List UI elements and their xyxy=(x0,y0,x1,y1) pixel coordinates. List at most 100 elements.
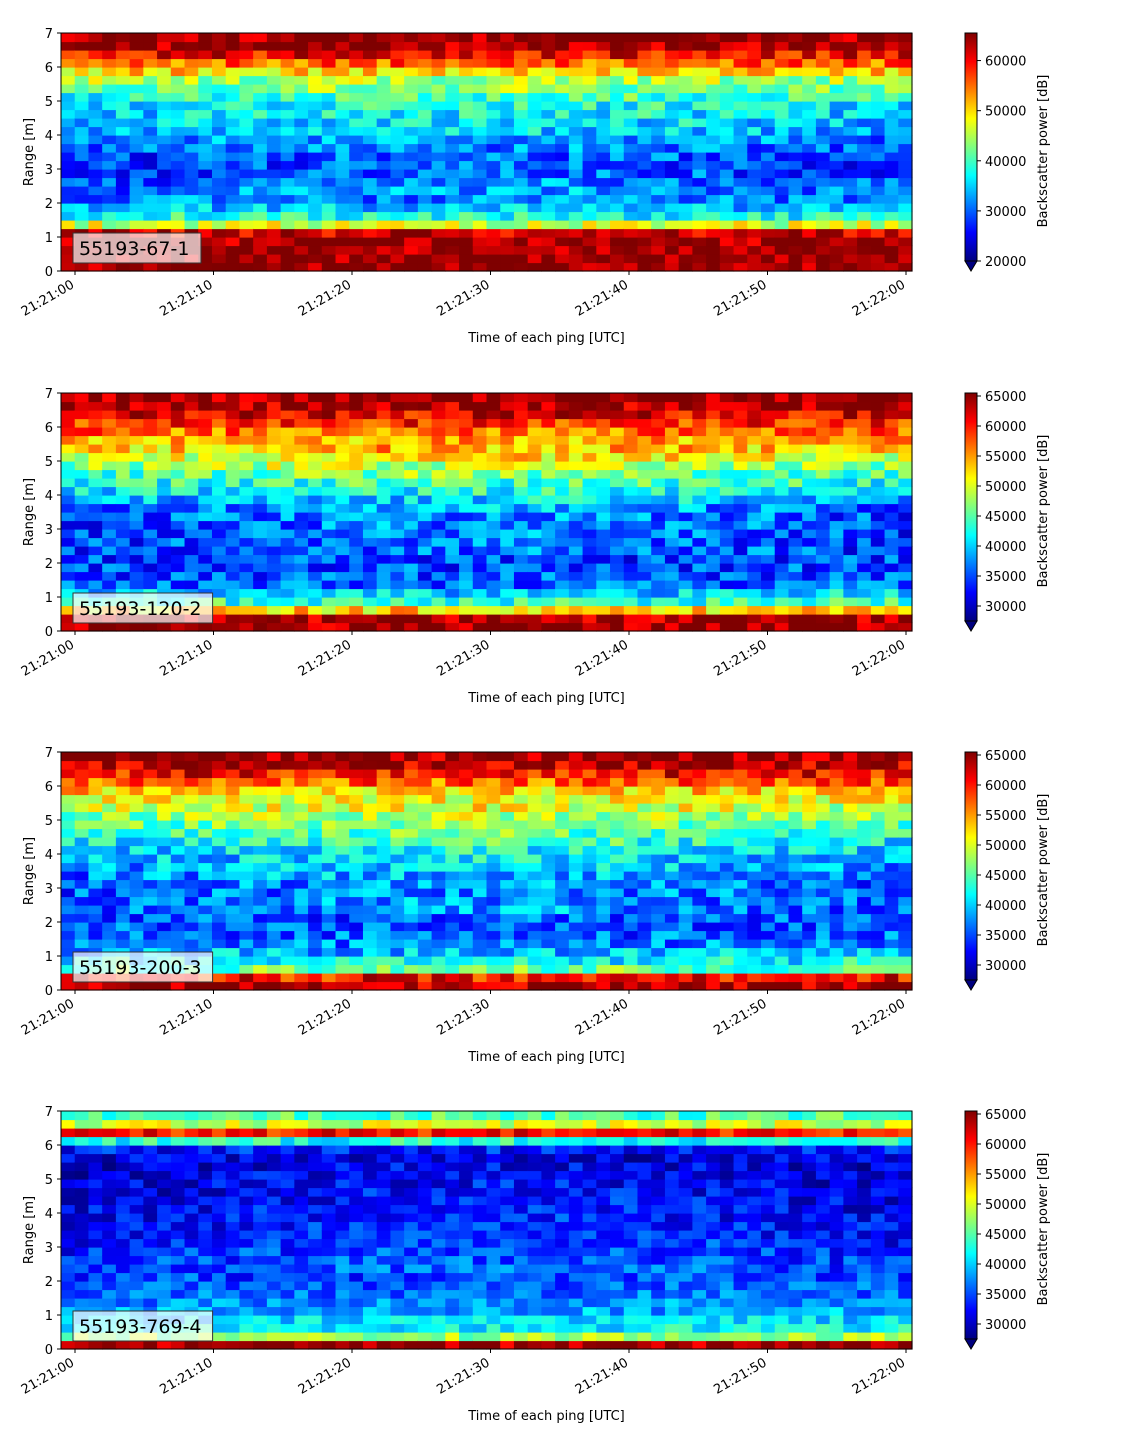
heatmap-cell xyxy=(678,811,693,821)
heatmap-cell xyxy=(500,786,515,796)
heatmap-cell xyxy=(610,828,625,838)
heatmap-cell xyxy=(568,126,584,136)
heatmap-cell xyxy=(692,879,707,889)
heatmap-cell xyxy=(253,922,268,932)
heatmap-cell xyxy=(747,837,762,847)
colorbar-tick-label: 45000 xyxy=(985,510,1026,525)
heatmap-cell xyxy=(774,58,790,68)
heatmap-cell xyxy=(280,854,295,864)
heatmap-cell xyxy=(774,92,790,102)
heatmap-cell xyxy=(280,862,295,872)
heatmap-cell xyxy=(362,820,378,830)
heatmap-cell xyxy=(266,67,282,77)
heatmap-cell xyxy=(184,41,199,51)
heatmap-cell xyxy=(829,203,844,213)
heatmap-cell xyxy=(376,862,392,872)
heatmap-cell xyxy=(129,845,144,855)
heatmap-cell xyxy=(143,888,158,898)
heatmap-cell xyxy=(678,444,693,454)
heatmap-cell xyxy=(74,203,90,213)
heatmap-cell xyxy=(829,614,844,624)
heatmap-cell xyxy=(596,580,611,590)
heatmap-cell xyxy=(664,245,680,255)
heatmap-cell xyxy=(651,947,666,957)
heatmap-cell xyxy=(390,410,405,420)
heatmap-cell xyxy=(362,939,378,949)
heatmap-cell xyxy=(568,777,584,787)
heatmap-cell xyxy=(225,939,241,949)
heatmap-cell xyxy=(706,245,721,255)
heatmap-cell xyxy=(335,469,350,479)
heatmap-cell xyxy=(610,393,625,403)
heatmap-cell xyxy=(459,486,474,496)
heatmap-cell xyxy=(239,92,254,102)
heatmap-cell xyxy=(74,820,90,830)
heatmap-cell xyxy=(527,118,543,128)
heatmap-cell xyxy=(280,50,295,60)
y-tick-label: 6 xyxy=(45,421,53,436)
heatmap-cell xyxy=(61,939,76,949)
heatmap-cell xyxy=(761,495,776,505)
heatmap-cell xyxy=(692,580,707,590)
heatmap-cell xyxy=(637,135,652,145)
heatmap-cell xyxy=(664,794,680,804)
heatmap-cell xyxy=(623,245,639,255)
heatmap-cells xyxy=(61,752,913,991)
heatmap-cell xyxy=(225,947,241,957)
heatmap-cell xyxy=(308,503,323,513)
heatmap-cell xyxy=(486,786,501,796)
heatmap-cell xyxy=(239,760,254,770)
heatmap-cell xyxy=(362,614,378,624)
heatmap-cell xyxy=(225,160,241,170)
heatmap-cell xyxy=(308,169,323,179)
heatmap-cell xyxy=(88,427,103,437)
heatmap-cell xyxy=(129,41,144,51)
heatmap-cell xyxy=(664,854,680,864)
heatmap-cell xyxy=(143,896,158,906)
heatmap-cell xyxy=(308,930,323,940)
heatmap-cell xyxy=(843,580,858,590)
heatmap-cell xyxy=(637,871,652,881)
heatmap-cell xyxy=(198,84,213,94)
heatmap-cell xyxy=(335,254,350,264)
heatmap-cell xyxy=(596,837,611,847)
heatmap-cell xyxy=(555,435,570,445)
heatmap-cell xyxy=(733,410,748,420)
heatmap-cell xyxy=(870,537,886,547)
heatmap-cell xyxy=(719,769,735,779)
heatmap-cell xyxy=(349,973,364,983)
heatmap-cell xyxy=(431,769,446,779)
heatmap-cell xyxy=(404,461,419,471)
heatmap-cell xyxy=(596,92,611,102)
heatmap-cell xyxy=(829,554,844,564)
heatmap-cell xyxy=(596,237,611,247)
heatmap-cell xyxy=(555,871,570,881)
heatmap-cell xyxy=(308,177,323,187)
heatmap-cell xyxy=(280,794,295,804)
heatmap-cell xyxy=(404,922,419,932)
heatmap-cell xyxy=(829,186,844,196)
heatmap-cell xyxy=(280,803,295,813)
heatmap-cell xyxy=(459,109,474,119)
heatmap-cell xyxy=(788,512,803,522)
heatmap-cell xyxy=(719,973,735,983)
heatmap-cell xyxy=(500,92,515,102)
heatmap-cell xyxy=(417,245,433,255)
heatmap-cell xyxy=(211,118,227,128)
heatmap-cell xyxy=(349,67,364,77)
heatmap-cell xyxy=(445,777,460,787)
heatmap-cell xyxy=(898,512,913,522)
heatmap-cell xyxy=(596,922,611,932)
heatmap-cell xyxy=(225,237,241,247)
heatmap-cell xyxy=(459,803,474,813)
heatmap-cell xyxy=(157,152,172,162)
heatmap-cell xyxy=(417,109,433,119)
heatmap-cell xyxy=(596,203,611,213)
heatmap-cell xyxy=(74,888,90,898)
heatmap-cell xyxy=(362,947,378,957)
heatmap-cell xyxy=(294,33,309,43)
heatmap-cell xyxy=(376,752,392,762)
heatmap-cell xyxy=(102,101,117,111)
heatmap-cell xyxy=(719,837,735,847)
heatmap-cell xyxy=(362,828,378,838)
